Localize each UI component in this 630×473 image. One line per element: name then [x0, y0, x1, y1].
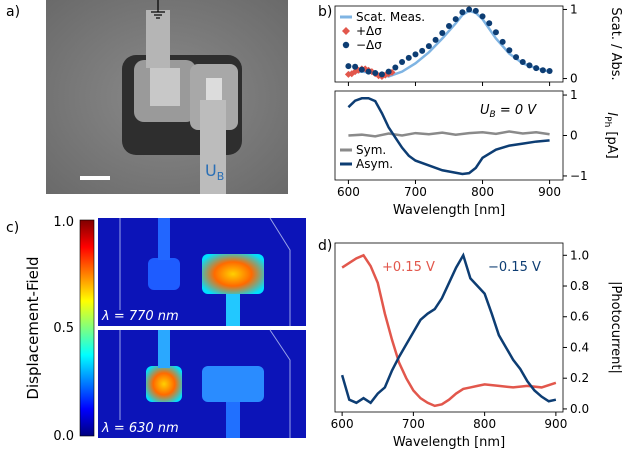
y-tick-label: 1 — [570, 88, 578, 102]
legend-label-minus: −Δσ — [356, 38, 382, 52]
sem-image — [46, 0, 288, 194]
colorbar-tick-bottom: 0.0 — [53, 429, 74, 444]
point-minus — [378, 71, 385, 78]
simulation-top — [98, 217, 306, 326]
legend-label-meas: Scat. Meas. — [356, 10, 425, 24]
point-minus — [439, 29, 446, 36]
colorbar-tick-mid: 0.5 — [53, 321, 74, 336]
panel-label-b: b) — [318, 4, 332, 20]
point-minus — [392, 64, 399, 71]
x-tick-label: 900 — [538, 185, 561, 199]
simulation-top-label: λ = 770 nm — [101, 309, 179, 324]
series-sym — [348, 130, 550, 138]
legend-label-sym: Sym. — [356, 143, 386, 157]
point-minus — [492, 29, 499, 36]
x-axis-label: Wavelength [nm] — [393, 203, 505, 218]
panel-label-d: d) — [318, 238, 332, 254]
chart-d: 0.0 0.2 0.4 0.6 0.8 1.0 600 700 800 900 Wavelength… — [331, 242, 623, 450]
point-minus — [472, 7, 479, 14]
y-tick-label: 0.2 — [570, 371, 589, 385]
y-tick-label: 0.6 — [570, 310, 589, 324]
colorbar-title: Displacement-Field — [24, 256, 42, 399]
series-minus-015 — [340, 252, 557, 405]
y-tick-label: 0.8 — [570, 279, 589, 293]
y-axis-label: IPh [pA] — [602, 112, 619, 158]
panel-label-a: a) — [6, 4, 20, 20]
point-minus — [546, 67, 553, 74]
annotation-minus: −0.15 V — [488, 260, 541, 275]
gate-label: UB — [205, 161, 224, 183]
y-tick-label: 1 — [570, 2, 578, 16]
x-axis-label: Wavelength [nm] — [393, 435, 505, 450]
series-asym — [347, 97, 550, 176]
simulation-bottom — [98, 329, 306, 438]
y-tick-label: 0.0 — [570, 402, 589, 416]
panel-label-c: c) — [6, 220, 19, 236]
scale-bar — [80, 176, 110, 180]
point-minus — [385, 68, 392, 75]
colorbar — [79, 219, 95, 437]
y-axis-label: Scat. / Abs. — [608, 7, 623, 80]
y-tick-label: 0 — [570, 129, 578, 143]
y-tick-label: −1 — [570, 169, 588, 183]
x-tick-label: 800 — [471, 185, 494, 199]
point-minus — [513, 54, 520, 61]
point-minus — [506, 47, 513, 54]
x-tick-label: 700 — [402, 417, 425, 431]
point-minus — [425, 43, 432, 50]
x-tick-label: 900 — [544, 417, 567, 431]
point-minus — [519, 58, 526, 65]
x-tick-label: 600 — [337, 185, 360, 199]
annotation-ub: UB = 0 V — [480, 103, 537, 120]
chart-d-frame — [334, 242, 564, 413]
y-axis-label: |Photocurrent| — [608, 281, 623, 374]
point-minus — [412, 51, 419, 58]
point-minus — [399, 58, 406, 65]
point-minus — [345, 63, 352, 70]
point-minus — [533, 65, 540, 72]
x-tick-label: 800 — [473, 417, 496, 431]
chart-b-top-frame — [334, 5, 564, 83]
point-minus — [358, 66, 365, 73]
point-minus — [466, 6, 473, 13]
x-tick-label: 700 — [404, 185, 427, 199]
chart-b-bottom: −1 0 1 600 700 800 900 Wavelength [nm] IPh [pA] U… — [334, 88, 619, 218]
point-minus — [372, 70, 379, 77]
point-minus — [479, 13, 486, 20]
point-minus — [432, 36, 439, 43]
point-minus — [452, 16, 459, 23]
annotation-plus: +0.15 V — [382, 260, 435, 275]
chart-b-top: 0 1 Scat. / Abs. Scat. Meas.+Δσ−Δσ — [334, 2, 623, 86]
series-plus-015 — [341, 253, 557, 408]
point-minus — [539, 67, 546, 74]
x-tick-label: 600 — [331, 417, 354, 431]
legend-label-asym: Asym. — [356, 157, 393, 171]
simulation-bottom-label: λ = 630 nm — [101, 421, 179, 436]
y-tick-label: 1.0 — [570, 248, 589, 262]
point-minus — [486, 20, 493, 27]
legend-marker-minus — [342, 41, 350, 49]
point-minus — [499, 38, 506, 45]
legend-label-plus: +Δσ — [356, 24, 382, 38]
point-minus — [526, 62, 533, 69]
legend-marker-plus — [342, 27, 350, 35]
y-tick-label: 0 — [570, 72, 578, 86]
point-minus — [459, 9, 466, 16]
point-minus — [446, 23, 452, 30]
y-tick-label: 0.4 — [570, 340, 589, 354]
point-minus — [419, 47, 426, 54]
colorbar-tick-top: 1.0 — [53, 215, 74, 230]
point-minus — [365, 68, 372, 75]
point-minus — [405, 54, 412, 61]
point-minus — [352, 63, 359, 70]
